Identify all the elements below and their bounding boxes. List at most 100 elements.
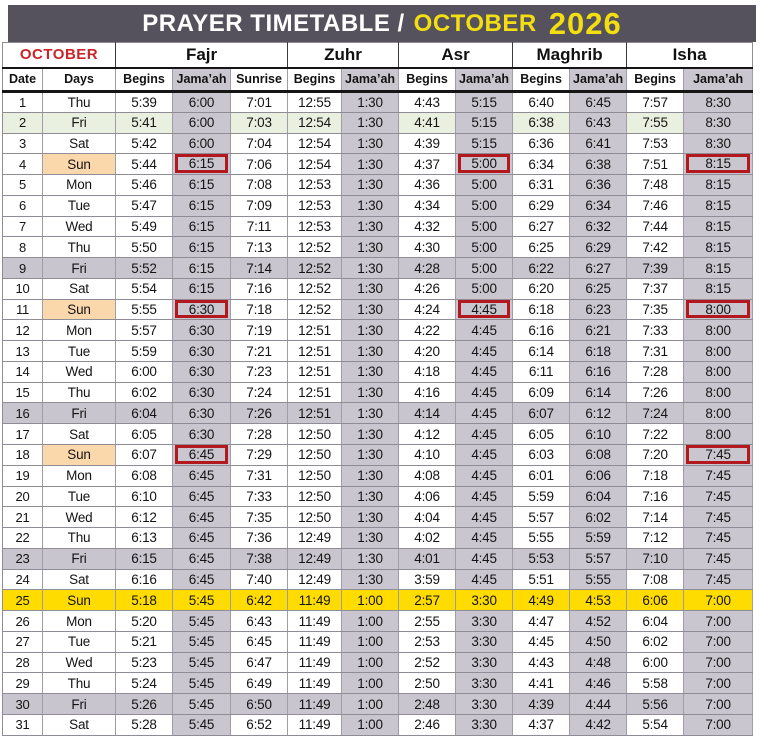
change-highlight-box: 5:00 xyxy=(458,154,511,174)
cell-zuhr-begins: 12:50 xyxy=(287,486,343,508)
cell-asr-begins: 2:52 xyxy=(398,652,457,674)
cell-zuhr-jamaah: 1:30 xyxy=(341,402,400,425)
cell-date: 25 xyxy=(2,589,43,612)
cell-sunrise: 7:01 xyxy=(230,91,289,113)
cell-maghrib-jamaah: 6:04 xyxy=(569,486,628,508)
cell-sunrise: 7:18 xyxy=(230,299,289,321)
cell-day: Sun xyxy=(42,444,117,466)
cell-maghrib-jamaah: 4:48 xyxy=(569,652,628,674)
cell-maghrib-jamaah: 6:34 xyxy=(569,195,628,217)
cell-zuhr-jamaah: 1:30 xyxy=(341,278,400,300)
cell-asr-begins: 4:06 xyxy=(398,486,457,508)
cell-asr-jamaah: 3:30 xyxy=(455,672,514,695)
cell-zuhr-begins: 11:49 xyxy=(287,610,343,632)
cell-asr-jamaah: 4:45 xyxy=(455,299,514,321)
cell-isha-begins: 7:08 xyxy=(626,569,685,591)
cell-sunrise: 7:03 xyxy=(230,112,289,134)
cell-date: 5 xyxy=(2,174,43,196)
cell-sunrise: 6:45 xyxy=(230,631,289,653)
cell-fajr-jamaah: 6:30 xyxy=(172,402,232,425)
cell-zuhr-begins: 11:49 xyxy=(287,652,343,674)
timetable-row: 28 Wed 5:23 5:45 6:47 11:49 1:00 2:52 3:30 4:43 4:… xyxy=(2,652,754,674)
cell-zuhr-begins: 11:49 xyxy=(287,631,343,653)
cell-fajr-jamaah: 6:45 xyxy=(172,506,232,529)
cell-asr-begins: 2:50 xyxy=(398,672,457,695)
cell-maghrib-begins: 6:09 xyxy=(512,382,571,404)
cell-sunrise: 7:24 xyxy=(230,382,289,404)
col-header-fajr-begins: Begins xyxy=(115,67,174,93)
cell-isha-jamaah: 8:00 xyxy=(683,423,754,446)
cell-fajr-begins: 5:28 xyxy=(115,714,174,736)
cell-sunrise: 7:14 xyxy=(230,257,289,279)
cell-zuhr-begins: 12:54 xyxy=(287,133,343,155)
cell-asr-begins: 4:43 xyxy=(398,91,457,113)
timetable-row: 25 Sun 5:18 5:45 6:42 11:49 1:00 2:57 3:30 4:49 4:… xyxy=(2,589,754,612)
cell-day: Sat xyxy=(42,278,117,300)
cell-isha-jamaah: 8:15 xyxy=(683,236,754,259)
cell-zuhr-jamaah: 1:00 xyxy=(341,672,400,695)
cell-asr-begins: 4:08 xyxy=(398,465,457,487)
cell-day: Tue xyxy=(42,486,117,508)
cell-maghrib-jamaah: 4:52 xyxy=(569,610,628,632)
cell-day: Tue xyxy=(42,195,117,217)
cell-sunrise: 6:52 xyxy=(230,714,289,736)
cell-zuhr-begins: 11:49 xyxy=(287,693,343,715)
cell-fajr-begins: 5:52 xyxy=(115,257,174,279)
cell-date: 3 xyxy=(2,133,43,155)
change-highlight-box: 8:00 xyxy=(686,299,751,319)
cell-asr-jamaah: 4:45 xyxy=(455,527,514,549)
cell-asr-jamaah: 4:45 xyxy=(455,423,514,446)
cell-date: 2 xyxy=(2,112,43,134)
cell-fajr-begins: 5:57 xyxy=(115,319,174,342)
cell-isha-jamaah: 8:15 xyxy=(683,174,754,196)
cell-asr-begins: 4:12 xyxy=(398,423,457,446)
cell-fajr-begins: 5:55 xyxy=(115,299,174,321)
cell-fajr-jamaah: 6:45 xyxy=(172,486,232,508)
title-year: 2026 xyxy=(548,5,622,41)
cell-maghrib-jamaah: 6:41 xyxy=(569,133,628,155)
cell-isha-jamaah: 7:00 xyxy=(683,610,754,632)
cell-fajr-jamaah: 5:45 xyxy=(172,672,232,695)
cell-isha-jamaah: 7:45 xyxy=(683,444,754,466)
cell-fajr-jamaah: 6:30 xyxy=(172,382,232,404)
cell-asr-begins: 4:32 xyxy=(398,216,457,238)
cell-maghrib-begins: 5:59 xyxy=(512,486,571,508)
cell-date: 28 xyxy=(2,652,43,674)
cell-isha-jamaah: 8:00 xyxy=(683,340,754,362)
cell-maghrib-begins: 5:55 xyxy=(512,527,571,549)
timetable-row: 10 Sat 5:54 6:15 7:16 12:52 1:30 4:26 5:00 6:20 6:… xyxy=(2,278,754,300)
cell-isha-jamaah: 8:00 xyxy=(683,382,754,404)
cell-maghrib-begins: 6:14 xyxy=(512,340,571,362)
cell-maghrib-begins: 6:40 xyxy=(512,91,571,113)
cell-asr-begins: 4:37 xyxy=(398,153,457,176)
cell-isha-begins: 7:44 xyxy=(626,216,685,238)
timetable-row: 22 Thu 6:13 6:45 7:36 12:49 1:30 4:02 4:45 5:55 5:… xyxy=(2,527,754,549)
cell-sunrise: 6:47 xyxy=(230,652,289,674)
cell-fajr-jamaah: 6:30 xyxy=(172,299,232,321)
cell-sunrise: 7:13 xyxy=(230,236,289,259)
cell-zuhr-begins: 12:51 xyxy=(287,340,343,362)
cell-fajr-begins: 6:00 xyxy=(115,361,174,383)
cell-date: 7 xyxy=(2,216,43,238)
cell-day: Fri xyxy=(42,693,117,715)
cell-maghrib-jamaah: 6:21 xyxy=(569,319,628,342)
cell-date: 21 xyxy=(2,506,43,529)
cell-fajr-jamaah: 6:45 xyxy=(172,465,232,487)
cell-isha-jamaah: 8:30 xyxy=(683,91,754,113)
cell-isha-jamaah: 8:00 xyxy=(683,299,754,321)
cell-day: Mon xyxy=(42,319,117,342)
cell-fajr-jamaah: 5:45 xyxy=(172,631,232,653)
cell-isha-begins: 7:22 xyxy=(626,423,685,446)
cell-date: 22 xyxy=(2,527,43,549)
cell-maghrib-begins: 6:01 xyxy=(512,465,571,487)
cell-date: 19 xyxy=(2,465,43,487)
cell-sunrise: 7:35 xyxy=(230,506,289,529)
cell-maghrib-jamaah: 6:27 xyxy=(569,257,628,279)
cell-maghrib-jamaah: 4:42 xyxy=(569,714,628,736)
cell-day: Wed xyxy=(42,506,117,529)
prayer-timetable: OCTOBER Fajr Zuhr Asr Maghrib Isha Date Days B… xyxy=(2,42,754,736)
cell-fajr-jamaah: 6:30 xyxy=(172,361,232,383)
cell-asr-begins: 4:02 xyxy=(398,527,457,549)
cell-maghrib-jamaah: 4:50 xyxy=(569,631,628,653)
timetable-row: 16 Fri 6:04 6:30 7:26 12:51 1:30 4:14 4:45 6:07 6:… xyxy=(2,402,754,425)
